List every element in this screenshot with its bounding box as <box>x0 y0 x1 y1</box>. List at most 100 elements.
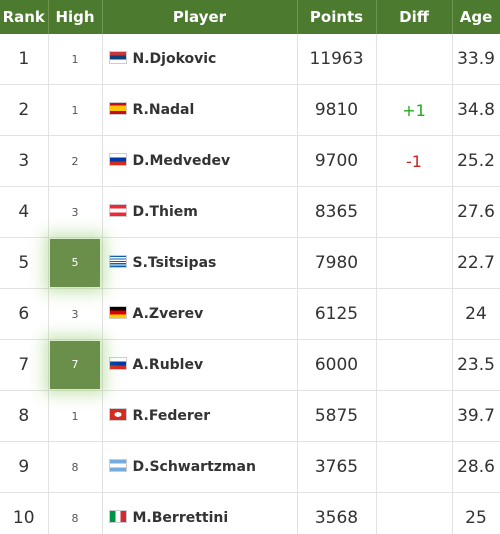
flag-icon <box>108 204 127 217</box>
points-cell: 11963 <box>297 34 377 85</box>
high-value: 5 <box>50 239 100 287</box>
points-cell: 8365 <box>297 186 377 238</box>
diff-cell <box>376 237 453 289</box>
diff-value: -1 <box>406 151 422 171</box>
flag-icon <box>108 408 127 421</box>
player-row[interactable]: 5 5 S.Tsitsipas 7980 22.7 <box>0 237 500 289</box>
player-name[interactable]: A.Zverev <box>132 306 204 322</box>
player-name[interactable]: A.Rublev <box>132 357 204 373</box>
rank-cell: 7 <box>0 339 49 391</box>
diff-cell <box>376 492 453 534</box>
points-cell: 5875 <box>297 390 377 442</box>
high-value: 1 <box>71 103 79 117</box>
player-row[interactable]: 6 3 A.Zverev 6125 24 <box>0 288 500 340</box>
header-cell[interactable]: Points <box>297 0 377 34</box>
age-cell: 33.9 <box>452 34 500 85</box>
header-cell[interactable]: Age <box>452 0 500 34</box>
diff-cell <box>376 441 453 493</box>
high-value: 3 <box>71 205 79 219</box>
high-cell: 3 <box>48 288 103 340</box>
diff-value: +1 <box>402 100 426 120</box>
player-row[interactable]: 1 1 N.Djokovic 11963 33.9 <box>0 34 500 85</box>
points-cell: 9810 <box>297 84 377 136</box>
player-cell: M.Berrettini <box>102 492 298 534</box>
header-cell[interactable]: Player <box>102 0 298 34</box>
player-cell: S.Tsitsipas <box>102 237 298 289</box>
player-row[interactable]: 10 8 M.Berrettini 3568 25 <box>0 492 500 534</box>
points-cell: 7980 <box>297 237 377 289</box>
diff-cell: +1 <box>376 84 453 136</box>
flag-icon <box>108 510 127 523</box>
diff-cell <box>376 288 453 340</box>
points-cell: 6125 <box>297 288 377 340</box>
high-value: 3 <box>71 307 79 321</box>
player-name[interactable]: S.Tsitsipas <box>132 255 217 271</box>
header-cell[interactable]: Diff <box>376 0 453 34</box>
rank-cell: 8 <box>0 390 49 442</box>
points-cell: 3568 <box>297 492 377 534</box>
player-row[interactable]: 8 1 R.Federer 5875 39.7 <box>0 390 500 442</box>
high-cell: 8 <box>48 441 103 493</box>
rank-cell: 5 <box>0 237 49 289</box>
high-cell: 1 <box>48 390 103 442</box>
table-body: 1 1 N.Djokovic 11963 33.9 2 1 R.Nadal 9810 +1 34.8… <box>0 34 500 534</box>
high-cell: 7 <box>48 339 103 391</box>
header-cell[interactable]: High <box>48 0 103 34</box>
age-cell: 24 <box>452 288 500 340</box>
player-name[interactable]: N.Djokovic <box>132 51 217 67</box>
player-cell: R.Nadal <box>102 84 298 136</box>
player-name[interactable]: R.Nadal <box>132 102 195 118</box>
high-cell: 3 <box>48 186 103 238</box>
flag-icon <box>108 255 127 268</box>
player-name[interactable]: D.Medvedev <box>132 153 231 169</box>
diff-cell <box>376 186 453 238</box>
points-cell: 9700 <box>297 135 377 187</box>
header-cell[interactable]: Rank <box>0 0 49 34</box>
rank-cell: 3 <box>0 135 49 187</box>
age-cell: 27.6 <box>452 186 500 238</box>
flag-icon <box>108 459 127 472</box>
high-cell: 1 <box>48 84 103 136</box>
points-cell: 6000 <box>297 339 377 391</box>
rank-cell: 9 <box>0 441 49 493</box>
player-name[interactable]: D.Schwartzman <box>132 459 256 475</box>
player-cell: N.Djokovic <box>102 34 298 85</box>
player-cell: D.Medvedev <box>102 135 298 187</box>
age-cell: 22.7 <box>452 237 500 289</box>
flag-icon <box>108 306 127 319</box>
high-value: 1 <box>71 52 79 66</box>
diff-cell <box>376 390 453 442</box>
player-name[interactable]: R.Federer <box>132 408 211 424</box>
flag-icon <box>108 51 127 64</box>
high-cell: 5 <box>48 237 103 289</box>
flag-icon <box>108 102 127 115</box>
player-name[interactable]: M.Berrettini <box>132 510 229 526</box>
high-value: 7 <box>50 341 100 389</box>
player-row[interactable]: 4 3 D.Thiem 8365 27.6 <box>0 186 500 238</box>
player-row[interactable]: 9 8 D.Schwartzman 3765 28.6 <box>0 441 500 493</box>
high-cell: 2 <box>48 135 103 187</box>
flag-icon <box>108 153 127 166</box>
age-cell: 23.5 <box>452 339 500 391</box>
player-row[interactable]: 7 7 A.Rublev 6000 23.5 <box>0 339 500 391</box>
rank-cell: 2 <box>0 84 49 136</box>
high-value: 8 <box>71 511 79 525</box>
player-row[interactable]: 2 1 R.Nadal 9810 +1 34.8 <box>0 84 500 136</box>
age-cell: 34.8 <box>452 84 500 136</box>
player-name[interactable]: D.Thiem <box>132 204 198 220</box>
diff-cell <box>376 339 453 391</box>
diff-cell <box>376 34 453 85</box>
player-cell: A.Rublev <box>102 339 298 391</box>
header-row: Rank High Player Points Diff Age <box>0 0 500 34</box>
rank-cell: 4 <box>0 186 49 238</box>
age-cell: 28.6 <box>452 441 500 493</box>
age-cell: 25 <box>452 492 500 534</box>
age-cell: 39.7 <box>452 390 500 442</box>
rank-cell: 10 <box>0 492 49 534</box>
player-cell: A.Zverev <box>102 288 298 340</box>
player-cell: D.Thiem <box>102 186 298 238</box>
age-cell: 25.2 <box>452 135 500 187</box>
player-row[interactable]: 3 2 D.Medvedev 9700 -1 25.2 <box>0 135 500 187</box>
diff-cell: -1 <box>376 135 453 187</box>
